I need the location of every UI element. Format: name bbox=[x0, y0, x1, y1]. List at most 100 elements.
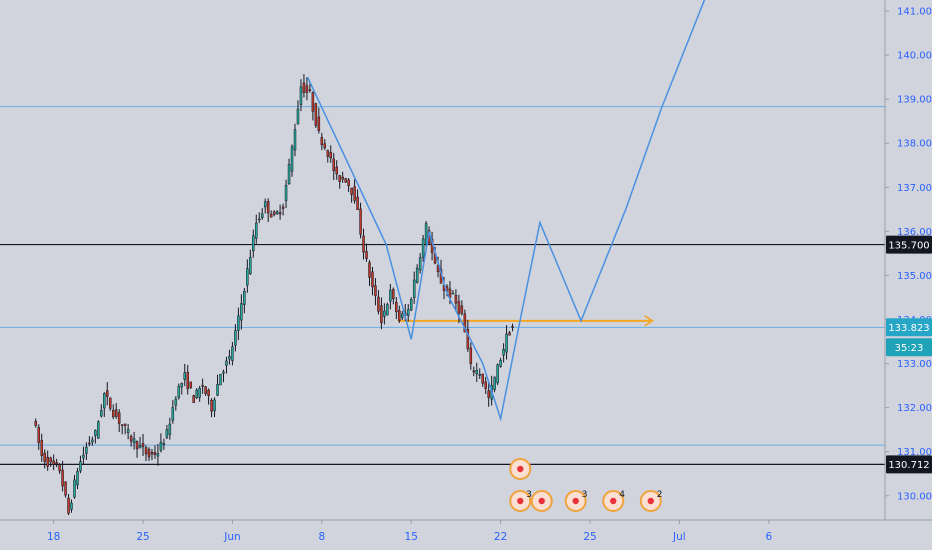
key-level-badge-bg bbox=[886, 235, 932, 254]
candle-down bbox=[186, 372, 189, 389]
candle-down bbox=[40, 440, 43, 456]
candle-down bbox=[266, 201, 270, 214]
candle-up bbox=[198, 388, 201, 398]
time-scale-ticks: 18 25 Jun 8 15 22 25 Jul 6 bbox=[47, 520, 772, 543]
event-count: 3 bbox=[526, 490, 532, 500]
candle-down bbox=[278, 212, 282, 215]
candle-down bbox=[320, 137, 324, 146]
candle-up bbox=[126, 429, 130, 433]
candle-down bbox=[392, 289, 395, 300]
price-tick-label: 133.000 bbox=[897, 359, 932, 370]
candle-up bbox=[216, 384, 219, 396]
candle-up bbox=[502, 349, 505, 356]
projection-path bbox=[306, 0, 706, 422]
time-scale[interactable] bbox=[0, 520, 932, 550]
candle-down bbox=[117, 412, 121, 424]
candle-down bbox=[365, 251, 368, 259]
candle-up bbox=[257, 218, 261, 221]
candle-up bbox=[496, 364, 499, 384]
candle-down bbox=[314, 103, 318, 126]
candle-down bbox=[114, 409, 118, 417]
price-tick-label: 131.000 bbox=[897, 447, 932, 458]
economic-event-marker[interactable]: 2 bbox=[639, 490, 663, 512]
candle-down bbox=[135, 441, 139, 450]
candle-down bbox=[153, 452, 157, 456]
event-dot-icon bbox=[610, 497, 617, 505]
candle-up bbox=[132, 438, 136, 444]
candle-up bbox=[284, 185, 288, 201]
candle-down bbox=[67, 497, 70, 514]
candle-down bbox=[395, 302, 398, 313]
price-tick-label: 140.000 bbox=[897, 51, 932, 62]
time-tick-label: Jun bbox=[223, 531, 240, 543]
projection-layer bbox=[306, 0, 706, 422]
candle-up bbox=[386, 304, 389, 316]
time-tick-label: 22 bbox=[494, 531, 507, 543]
candle-up bbox=[287, 164, 291, 185]
economic-event-marker[interactable]: 4 bbox=[602, 490, 625, 512]
candle-down bbox=[201, 384, 204, 387]
price-tick-label: 132.000 bbox=[897, 403, 932, 414]
candle-down bbox=[487, 390, 490, 398]
economic-event-marker[interactable]: 3 bbox=[564, 490, 588, 512]
candle-up bbox=[505, 333, 508, 353]
levels-layer bbox=[0, 106, 885, 465]
candle-down bbox=[460, 305, 464, 314]
candle-up bbox=[243, 291, 246, 305]
candle-up bbox=[493, 376, 496, 390]
candle-down bbox=[380, 305, 383, 324]
candle-up bbox=[103, 393, 106, 409]
candle-up bbox=[100, 410, 103, 417]
event-dot-icon bbox=[572, 497, 579, 505]
price-tick-label: 130.000 bbox=[897, 491, 932, 502]
candle-down bbox=[356, 196, 359, 211]
economic-event-marker[interactable]: 3 bbox=[509, 490, 532, 512]
candle-up bbox=[418, 257, 422, 271]
candle-down bbox=[436, 265, 440, 272]
time-tick-label: 25 bbox=[136, 531, 149, 543]
candle-down bbox=[64, 481, 67, 496]
candle-down bbox=[144, 447, 148, 455]
candle-down bbox=[472, 370, 476, 373]
time-tick-label: 15 bbox=[405, 531, 418, 543]
economic-event-marker[interactable] bbox=[509, 458, 532, 480]
candle-up bbox=[94, 430, 97, 436]
candle-down bbox=[344, 178, 347, 183]
candle-up bbox=[415, 267, 419, 283]
candle-down bbox=[308, 89, 312, 92]
candle-up bbox=[138, 445, 142, 449]
event-count: 3 bbox=[582, 490, 588, 500]
candle-up bbox=[401, 313, 404, 318]
candle-down bbox=[43, 452, 46, 462]
time-tick-label: 18 bbox=[47, 531, 60, 543]
candle-down bbox=[210, 399, 213, 412]
candle-down bbox=[311, 92, 315, 112]
candle-up bbox=[275, 211, 279, 215]
candle-up bbox=[293, 129, 297, 151]
candle-down bbox=[359, 208, 362, 235]
candle-up bbox=[177, 386, 181, 398]
candle-down bbox=[120, 424, 124, 426]
support-arrow-icon bbox=[644, 315, 655, 327]
candle-down bbox=[317, 116, 321, 132]
candle-down bbox=[463, 313, 467, 333]
candle-up bbox=[225, 360, 228, 366]
candle-up bbox=[91, 439, 94, 443]
plot-area[interactable] bbox=[0, 0, 885, 520]
key-level-badge-bg bbox=[886, 455, 932, 474]
candle-up bbox=[475, 369, 479, 375]
economic-event-marker[interactable] bbox=[530, 490, 553, 512]
candle-down bbox=[347, 179, 350, 187]
candle-down bbox=[454, 294, 458, 304]
candle-up bbox=[73, 479, 76, 498]
candle-up bbox=[299, 86, 303, 105]
price-scale[interactable] bbox=[885, 0, 932, 520]
candle-down bbox=[129, 436, 133, 442]
event-dot-icon bbox=[517, 465, 524, 473]
candle-up bbox=[260, 213, 264, 218]
price-badges: 135.700 130.712 133.823 35:23 bbox=[886, 235, 932, 474]
price-tick-label: 141.000 bbox=[897, 7, 932, 18]
candle-up bbox=[159, 441, 163, 451]
countdown-badge: 35:23 bbox=[895, 343, 924, 354]
